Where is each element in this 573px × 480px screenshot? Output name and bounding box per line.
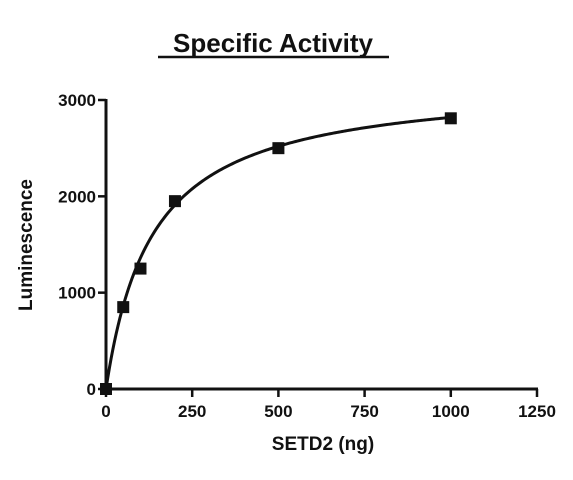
y-axis-label: Luminescence bbox=[16, 179, 37, 311]
x-tick-label: 1000 bbox=[432, 402, 470, 421]
x-tick-label: 0 bbox=[101, 402, 110, 421]
x-tick-label: 500 bbox=[264, 402, 292, 421]
data-point bbox=[444, 112, 457, 125]
data-point bbox=[117, 301, 130, 314]
x-tick-label: 1250 bbox=[518, 402, 556, 421]
y-tick-label: 1000 bbox=[58, 284, 96, 303]
y-tick-label: 2000 bbox=[58, 187, 96, 206]
x-tick-label: 250 bbox=[178, 402, 206, 421]
data-points bbox=[100, 112, 457, 395]
x-axis-label: SETD2 (ng) bbox=[272, 434, 374, 455]
axes: 0 250 500 750 1000 1250 0 1000 2000 3000 bbox=[58, 91, 556, 421]
data-point bbox=[100, 383, 112, 395]
y-tick-label: 3000 bbox=[58, 91, 96, 110]
data-point bbox=[168, 195, 181, 208]
chart-title: Specific Activity bbox=[173, 28, 373, 58]
fit-curve-layer bbox=[104, 115, 451, 390]
data-point bbox=[134, 262, 147, 275]
y-tick-label: 0 bbox=[87, 380, 96, 399]
data-point bbox=[272, 142, 285, 155]
x-tick-label: 750 bbox=[350, 402, 378, 421]
fit-curve bbox=[104, 115, 451, 390]
